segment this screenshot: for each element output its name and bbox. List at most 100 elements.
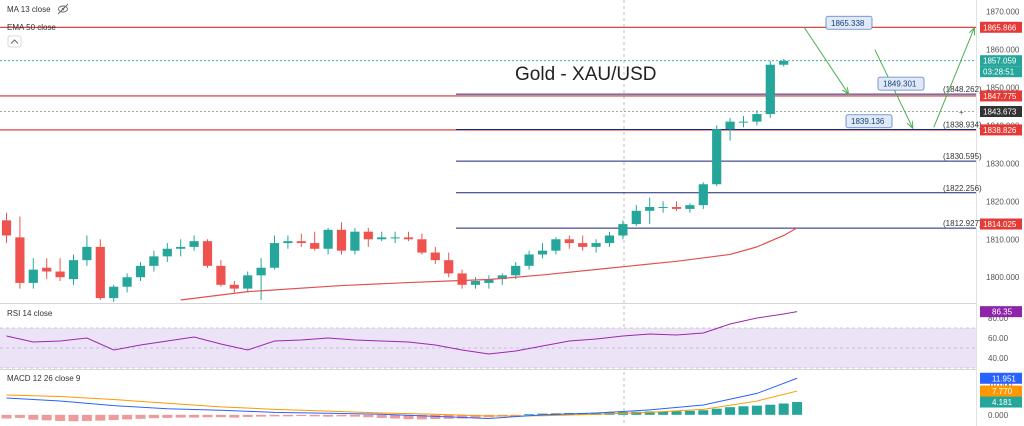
price-tick-label: 1870.000 [986, 8, 1020, 17]
macd-histogram-bar [202, 414, 213, 418]
price-tag: 1847.775 [983, 92, 1017, 101]
macd-histogram-bar [510, 414, 521, 416]
candle-body [618, 224, 628, 236]
candle-body [511, 265, 521, 276]
candle-body [350, 231, 360, 251]
rsi-line [6, 311, 798, 355]
candle-body [216, 265, 226, 285]
candle-body [712, 129, 722, 185]
candle-body [551, 239, 561, 251]
macd-histogram-bar [658, 411, 669, 415]
candle-body [671, 207, 682, 209]
rsi-tick-label: 80.00 [988, 314, 1009, 323]
macd-histogram-bar [309, 414, 320, 417]
overlay-layer: 1865.338 1849.301 1839.136 [180, 15, 974, 301]
macd-value-tag: 11.951 [992, 374, 1016, 383]
ma13-legend[interactable]: MA 13 close [7, 5, 51, 14]
macd-histogram-bar [336, 414, 347, 417]
macd-histogram-bar [95, 414, 106, 421]
candle-body [417, 239, 427, 253]
candle-body [82, 246, 92, 261]
ema50-legend[interactable]: EMA 50 close [7, 23, 56, 32]
macd-histogram-bar [537, 413, 548, 415]
macd-histogram-bar [323, 414, 334, 417]
candle-body [444, 260, 454, 274]
candle-body [765, 64, 775, 115]
candle-body [135, 265, 146, 278]
eye-off-icon[interactable] [57, 3, 69, 15]
rsi-pane: 80.00 60.00 40.00 86.35 [0, 306, 1022, 369]
candle-body [484, 279, 494, 283]
price-tag-bg [980, 55, 1022, 67]
add-alert-icon: + [959, 108, 964, 117]
rsi-value-tag: 86.35 [992, 308, 1013, 317]
countdown-tag-bg [980, 66, 1022, 78]
candle-body [15, 237, 25, 283]
ema-price-tag: 1814.025 [983, 220, 1017, 229]
price-tick-label: 1830.000 [986, 159, 1020, 168]
macd-histogram-bar [282, 414, 293, 417]
price-callout-label: 1865.338 [831, 19, 865, 28]
price-tick-label: 1820.000 [986, 197, 1020, 206]
candle-body [738, 121, 749, 123]
candle-body [1, 220, 12, 236]
fib-level-label: (1822.256) [943, 184, 982, 193]
collapse-legend-icon[interactable] [7, 35, 22, 48]
countdown-tag: 03:28:51 [983, 68, 1015, 77]
price-callout-label: 1849.301 [883, 80, 917, 89]
fib-level-label: (1830.595) [943, 152, 982, 161]
ema50-line [180, 227, 798, 301]
fib-level-label: (1848.262) [943, 85, 982, 94]
rsi-legend[interactable]: RSI 14 close [7, 309, 53, 318]
candle-body [390, 237, 400, 239]
candle-body [470, 281, 481, 285]
macd-histogram-bar [376, 414, 387, 418]
candle-body [564, 239, 574, 244]
price-tag-bg [980, 90, 1022, 102]
fib-level-label: (1838.934) [943, 120, 982, 129]
price-callout-label: 1839.136 [851, 117, 885, 126]
candle-body [55, 271, 65, 278]
candle-body [631, 210, 641, 225]
macd-histogram-bar [349, 414, 360, 417]
candle-body [752, 114, 762, 122]
macd-histogram-bar [68, 414, 79, 422]
price-tick-label: 1850.000 [986, 83, 1020, 92]
candle-body [176, 246, 186, 249]
macd-histogram-bar [725, 407, 736, 415]
candle-body [42, 267, 52, 272]
candle-body [685, 205, 695, 209]
candle-body [229, 284, 239, 289]
candle-body [323, 229, 333, 249]
price-tag: 1857.059 [983, 57, 1017, 66]
candle-body [310, 243, 320, 249]
ema-price-tag-bg [980, 218, 1022, 230]
candle-body [377, 237, 387, 240]
price-tag: 1865.866 [983, 23, 1017, 32]
candle-body [403, 237, 414, 240]
macd-histogram-bar [175, 414, 186, 418]
macd-histogram-bar [162, 414, 173, 418]
macd-histogram-bar [711, 408, 722, 415]
macd-histogram-bar [416, 414, 427, 420]
candle-body [725, 121, 735, 130]
macd-legend[interactable]: MACD 12 26 close 9 [7, 374, 81, 383]
rsi-tick-label: 60.00 [988, 334, 1009, 343]
macd-tick-label: 0.000 [988, 411, 1009, 420]
macd-value-tag: 4.181 [992, 398, 1013, 407]
candle-body [645, 207, 655, 211]
macd-histogram-bar [390, 414, 401, 419]
macd-histogram-bar [41, 414, 52, 421]
candle-body [243, 275, 253, 289]
candle-body [283, 241, 293, 244]
price-callout-box [845, 114, 893, 129]
price-tick-label: 1800.000 [986, 273, 1020, 282]
rsi-tick-label: 40.00 [988, 354, 1009, 363]
price-tag: 1843.673 [983, 107, 1017, 116]
projection-arrow [803, 26, 848, 93]
macd-histogram-bar [108, 414, 119, 421]
macd-histogram-bar [256, 414, 267, 417]
macd-histogram-bar [14, 414, 25, 418]
